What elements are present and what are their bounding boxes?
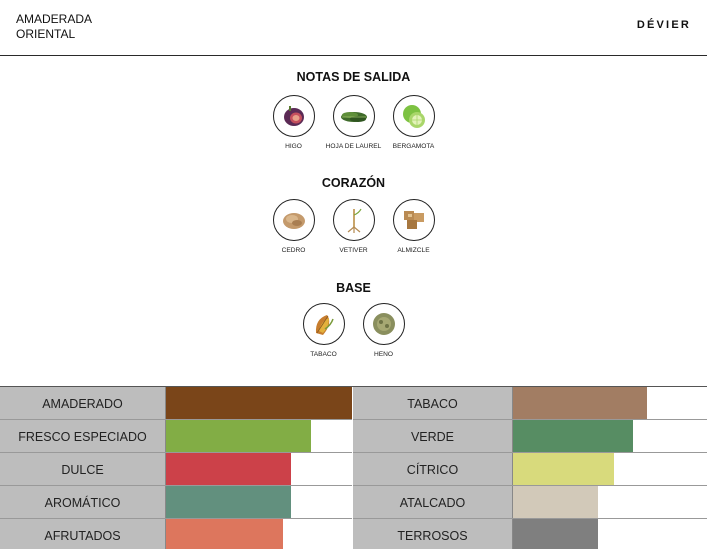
base-notes-title: BASE [336,281,371,295]
row-divider [0,452,166,453]
note-hay[interactable]: HENO [362,303,405,359]
row-divider [0,485,166,486]
heart-notes-row: CEDRO VETIVER ALMIZCLE [0,199,707,255]
accord-fill [513,519,598,549]
bergamot-icon [392,95,435,137]
accord-row-left: AFRUTADOS [0,519,353,549]
header: AMADERADA ORIENTAL DÉVIER [0,0,707,56]
accord-row-left: FRESCO ESPECIADO [0,420,353,453]
bay-leaf-icon [332,95,375,137]
note-label: ALMIZCLE [397,247,430,254]
accord-label: AROMÁTICO [0,486,166,519]
accord-row-right: CÍTRICO [353,453,707,486]
hay-icon [362,303,405,345]
accord-label: VERDE [353,420,513,453]
accord-row-left: AMADERADO [0,387,353,420]
vetiver-icon [332,199,375,241]
heart-notes-title: CORAZÓN [321,176,386,190]
accord-fill [166,453,291,485]
accord-fill [513,420,633,452]
accord-label: FRESCO ESPECIADO [0,420,166,453]
accord-label: ATALCADO [353,486,513,519]
tobacco-icon [302,303,345,345]
accord-fill [166,519,283,549]
accord-row-right: TERROSOS [353,519,707,549]
brand-logo: DÉVIER [636,19,691,31]
accord-row-right: TABACO [353,387,707,420]
accord-fill [513,453,614,485]
top-notes-title: NOTAS DE SALIDA [296,70,411,84]
note-tobacco[interactable]: TABACO [302,303,345,359]
note-label: HENO [373,351,394,358]
note-bergamot[interactable]: BERGAMOTA [392,95,435,151]
family-line-1: AMADERADA [16,12,93,26]
accord-row-right: VERDE [353,420,707,453]
note-label: HOJA DE LAUREL [325,143,382,150]
accord-label: TERROSOS [353,519,513,549]
note-label: VETIVER [339,247,368,254]
accord-label: AMADERADO [0,387,166,420]
accord-label: AFRUTADOS [0,519,166,549]
accord-bars: AMADERADO FRESCO ESPECIADO DULCE AROMÁTICO A… [0,386,707,549]
row-divider [353,485,513,486]
accord-row-left: DULCE [0,453,353,486]
row-divider [353,518,513,519]
fragrance-family: AMADERADA ORIENTAL [16,12,92,42]
row-divider [353,419,513,420]
accord-track [166,453,352,486]
accord-fill [166,486,291,518]
accord-track [513,486,707,519]
row-divider [353,452,513,453]
row-divider [0,419,166,420]
accord-fill [166,387,352,419]
accord-track [166,387,352,420]
cedar-icon [272,199,315,241]
note-musk[interactable]: ALMIZCLE [392,199,435,255]
note-bay-leaf[interactable]: HOJA DE LAUREL [326,95,381,151]
accord-track [513,420,707,453]
fig-icon [272,95,315,137]
accord-label: DULCE [0,453,166,486]
accord-track [166,486,352,519]
note-label: CEDRO [281,247,306,254]
note-label: TABACO [310,351,337,358]
accord-row-right: ATALCADO [353,486,707,519]
accord-track [513,453,707,486]
note-label: BERGAMOTA [392,143,435,150]
accord-fill [166,420,311,452]
base-notes-row: TABACO HENO [0,303,707,359]
note-vetiver[interactable]: VETIVER [332,199,375,255]
accord-track [166,420,352,453]
top-notes-row: HIGO HOJA DE LAUREL BERGAMOTA [0,95,707,151]
accord-fill [513,486,598,518]
accord-row-left: AROMÁTICO [0,486,353,519]
accord-fill [513,387,647,419]
note-fig[interactable]: HIGO [272,95,315,151]
row-divider [0,518,166,519]
accord-track [513,519,707,549]
note-cedar[interactable]: CEDRO [272,199,315,255]
note-label: HIGO [285,143,302,150]
accord-label: CÍTRICO [353,453,513,486]
accord-track [166,519,352,549]
accord-label: TABACO [353,387,513,420]
accord-track [513,387,707,420]
musk-icon [392,199,435,241]
family-line-2: ORIENTAL [16,27,76,41]
